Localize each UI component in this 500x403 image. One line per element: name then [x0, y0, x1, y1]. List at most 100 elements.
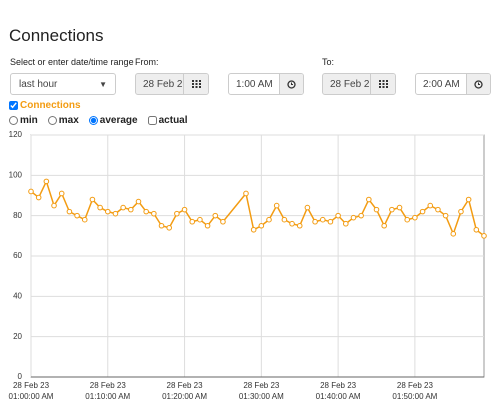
- data-point: [120, 204, 126, 211]
- legend-entry: Connections: [20, 100, 81, 111]
- data-point: [312, 218, 318, 225]
- data-point: [128, 206, 134, 213]
- clock-icon: [287, 79, 296, 89]
- to-time[interactable]: 2:00 AM: [415, 73, 491, 95]
- series-line: [30, 179, 485, 237]
- data-point: [419, 208, 426, 215]
- data-point: [327, 218, 334, 225]
- stat-label: max: [58, 115, 79, 126]
- data-point: [189, 218, 196, 225]
- clock-button[interactable]: [279, 74, 303, 94]
- clock-button[interactable]: [466, 74, 490, 94]
- data-point: [89, 196, 96, 203]
- stat-option[interactable]: min: [9, 115, 38, 126]
- data-point: [97, 204, 103, 211]
- data-point: [442, 212, 449, 219]
- x-tick-label: 28 Feb 23 01:10:00 AM: [85, 381, 131, 401]
- from-date-value: 28 Feb 2: [143, 78, 183, 90]
- data-point: [319, 216, 326, 223]
- data-point: [174, 210, 180, 217]
- calendar-button[interactable]: [370, 74, 395, 94]
- data-point: [373, 206, 380, 213]
- range-select[interactable]: last hour ▼: [10, 73, 116, 95]
- data-point: [289, 220, 295, 227]
- data-point: [74, 212, 80, 219]
- y-tick-label: 120: [9, 130, 23, 139]
- to-date[interactable]: 28 Feb 2: [322, 73, 396, 95]
- stat-label: average: [99, 115, 138, 126]
- calendar-icon: [191, 80, 201, 88]
- data-point: [412, 214, 418, 221]
- data-point: [473, 226, 480, 233]
- stat-options: min max average actual: [9, 115, 188, 126]
- data-point: [135, 198, 142, 205]
- from-label: From:: [135, 57, 159, 67]
- calendar-icon: [378, 80, 388, 88]
- data-point: [481, 233, 487, 239]
- data-point: [112, 210, 119, 217]
- data-point: [350, 214, 357, 221]
- series-checkbox[interactable]: [9, 101, 18, 110]
- y-tick-label: 20: [13, 332, 22, 341]
- data-point: [273, 202, 280, 209]
- stat-input[interactable]: [147, 116, 157, 125]
- data-point: [143, 208, 149, 215]
- data-point: [28, 188, 34, 195]
- to-label: To:: [322, 57, 335, 67]
- data-point: [304, 204, 311, 211]
- x-tick-label: 28 Feb 23 01:00:00 AM: [8, 381, 54, 401]
- x-tick-label: 28 Feb 23 01:30:00 AM: [238, 381, 284, 401]
- data-point: [66, 208, 73, 215]
- y-tick-label: 80: [13, 211, 22, 220]
- y-tick-label: 40: [13, 291, 22, 300]
- from-time[interactable]: 1:00 AM: [228, 73, 304, 95]
- x-tick-label: 28 Feb 23 01:40:00 AM: [315, 381, 361, 401]
- data-point: [158, 222, 165, 229]
- data-point: [358, 212, 364, 219]
- data-point: [197, 216, 203, 223]
- data-point: [404, 216, 411, 223]
- to-date-value: 28 Feb 2: [330, 78, 370, 90]
- data-point: [151, 210, 157, 217]
- data-point: [389, 206, 395, 213]
- data-point: [458, 208, 464, 215]
- clock-icon: [474, 79, 483, 89]
- data-point: [335, 212, 341, 219]
- calendar-button[interactable]: [183, 74, 208, 94]
- series-toggle[interactable]: Connections: [9, 100, 81, 111]
- data-point: [427, 202, 434, 209]
- dropdown-arrow: ▼: [99, 79, 107, 89]
- page-title: Connections: [9, 26, 104, 45]
- y-tick-label: 60: [13, 251, 22, 260]
- stat-option[interactable]: average: [88, 115, 138, 126]
- x-tick-label: 28 Feb 23 01:50:00 AM: [392, 381, 438, 401]
- data-point: [43, 178, 50, 185]
- stat-label: actual: [158, 115, 188, 126]
- stat-input[interactable]: [88, 116, 98, 125]
- data-point: [435, 206, 441, 213]
- y-tick-label: 0: [18, 372, 23, 381]
- data-point: [396, 204, 403, 211]
- data-point: [51, 202, 57, 209]
- data-point: [212, 212, 219, 219]
- data-point: [104, 208, 111, 215]
- data-point: [181, 206, 188, 213]
- from-date[interactable]: 28 Feb 2: [135, 73, 209, 95]
- data-point: [204, 222, 211, 229]
- data-point: [366, 196, 372, 203]
- data-point: [342, 220, 349, 227]
- stat-option[interactable]: max: [47, 115, 79, 126]
- data-point: [35, 194, 42, 201]
- data-point: [381, 222, 387, 229]
- data-point: [266, 216, 272, 223]
- data-point: [465, 196, 472, 203]
- data-point: [243, 190, 249, 197]
- x-tick-label: 28 Feb 23 01:20:00 AM: [162, 381, 207, 401]
- stat-input[interactable]: [9, 116, 18, 125]
- stat-option[interactable]: actual: [147, 115, 188, 126]
- data-point: [58, 190, 65, 197]
- data-point: [296, 222, 303, 229]
- from-time-value: 1:00 AM: [236, 78, 273, 90]
- stat-input[interactable]: [47, 116, 57, 125]
